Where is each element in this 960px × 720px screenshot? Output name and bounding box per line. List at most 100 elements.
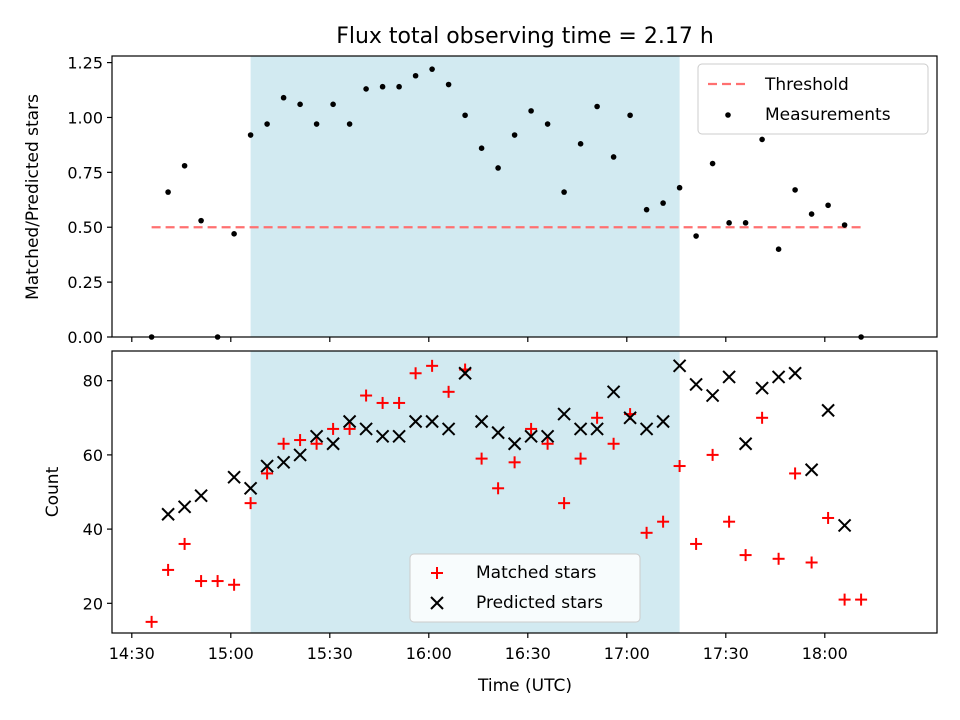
matched-star-point [442, 385, 455, 398]
measurement-point [165, 189, 171, 195]
measurement-point [379, 83, 386, 90]
measurement-point [462, 112, 468, 119]
measurement-point [478, 145, 485, 152]
matched-star-point [673, 460, 686, 473]
measurement-point [792, 187, 798, 193]
count-y-tick-label: 80 [83, 372, 103, 391]
measurement-point [808, 211, 815, 217]
predicted-star-point [771, 370, 786, 384]
predicted-star-point [689, 377, 703, 392]
count-x-tick-label: 17:00 [604, 644, 650, 663]
predicted-star-point [606, 385, 621, 399]
measurement-point [627, 112, 633, 119]
measurement-point [247, 132, 254, 138]
count-axes-frame [111, 350, 938, 634]
legend-matched-label: Matched stars [476, 563, 596, 583]
measurement-point [693, 233, 699, 239]
predicted-star-point [573, 422, 588, 436]
predicted-star-point [590, 422, 604, 436]
matched-star-point [310, 437, 323, 450]
predicted-star-point [672, 359, 687, 373]
measurement-point [709, 160, 716, 167]
predicted-star-point [507, 437, 522, 451]
matched-star-point [145, 615, 158, 628]
matched-star-point [360, 389, 373, 402]
legend-predicted-marker [430, 596, 444, 610]
matched-star-point [409, 367, 422, 380]
measurement-point [660, 200, 666, 206]
count-y-tick-label: 20 [83, 594, 103, 613]
matched-star-point [657, 515, 670, 528]
matched-star-point [228, 578, 241, 591]
predicted-star-point [540, 429, 555, 444]
measurement-point [528, 108, 534, 114]
count-x-tick-label: 15:30 [307, 644, 353, 663]
measurement-point [396, 83, 402, 90]
ratio-y-axis-label: Matched/Predicted stars [23, 94, 43, 300]
measurement-point [280, 94, 287, 101]
matched-star-point [607, 437, 620, 450]
predicted-star-point [293, 448, 307, 462]
matched-star-point [393, 396, 406, 409]
matched-star-point [162, 563, 175, 576]
predicted-star-point [738, 437, 753, 451]
measurement-point [610, 154, 617, 160]
matched-star-point [706, 448, 719, 461]
ratio-y-tick-label: 0.75 [67, 163, 103, 182]
matched-star-point [525, 422, 538, 435]
measurement-point [594, 103, 600, 110]
measurement-point [346, 121, 353, 127]
predicted-star-point [342, 414, 357, 429]
predicted-star-point [837, 518, 852, 533]
matched-star-point [822, 511, 835, 524]
predicted-star-point [260, 459, 274, 473]
ratio-y-tick-label: 0.25 [67, 273, 103, 292]
predicted-star-point [243, 481, 258, 495]
matched-star-point [723, 515, 736, 528]
measurement-point [577, 141, 584, 147]
measurement-point [643, 206, 650, 213]
predicted-star-point [557, 407, 571, 421]
matched-star-point [739, 549, 752, 562]
matched-star-point [178, 537, 191, 550]
measurement-point [412, 72, 419, 79]
matched-star-point [640, 526, 653, 539]
ratio-y-tick-label: 0.00 [67, 328, 103, 347]
count-x-tick-label: 16:00 [406, 644, 452, 663]
predicted-star-point [755, 381, 769, 395]
ratio-panel: 0.00 0.25 0.50 0.75 1.00 1.25 Matched/Predict… [23, 54, 938, 347]
predicted-star-point [474, 414, 489, 429]
predicted-star-point [161, 507, 175, 521]
measurement-point [264, 121, 270, 127]
count-x-tick-label: 16:30 [505, 644, 551, 663]
predicted-star-point [408, 414, 423, 429]
matched-star-point [376, 396, 389, 409]
predicted-star-point [524, 429, 538, 444]
predicted-star-point [639, 422, 654, 436]
measurement-point [544, 121, 551, 127]
measurement-point [676, 184, 683, 191]
ratio-shaded-region [250, 56, 680, 337]
matched-star-point [558, 497, 571, 510]
legend-threshold-label: Threshold [764, 75, 849, 95]
measurement-point [445, 81, 452, 88]
count-y-tick-label: 60 [83, 446, 103, 465]
predicted-star-point [804, 463, 819, 477]
measurement-point [726, 220, 732, 226]
matched-star-point [195, 575, 208, 588]
count-legend: Matched stars Predicted stars [409, 553, 641, 623]
matched-star-point [475, 452, 488, 465]
matched-star-point [772, 552, 785, 565]
measurement-point [841, 222, 848, 228]
x-axis-label: Time (UTC) [477, 676, 572, 696]
measurement-point [330, 101, 336, 108]
predicted-star-point [375, 429, 390, 444]
predicted-star-point [458, 366, 472, 380]
measurement-point [231, 231, 237, 237]
count-panel: 20 40 60 80 14:30 15:00 15:30 16:00 16:30 17:00 1… [43, 350, 938, 696]
predicted-star-point [722, 370, 736, 384]
measurement-point [495, 165, 501, 171]
predicted-star-point [359, 422, 373, 436]
matched-star-point [508, 456, 521, 469]
